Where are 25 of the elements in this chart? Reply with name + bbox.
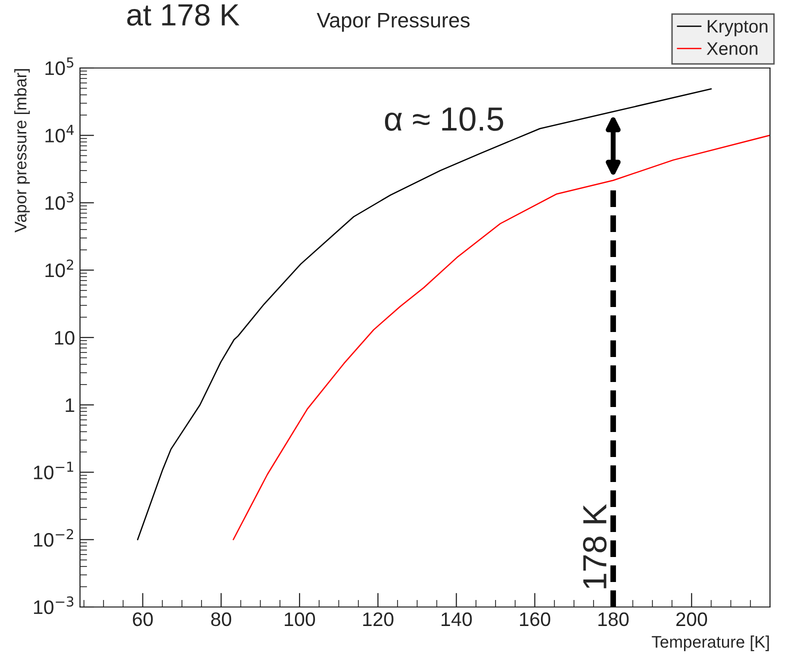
y-tick-label: 10$^{−2}$ xyxy=(34,528,74,547)
y-tick-label: 10$^{3}$ xyxy=(46,192,74,210)
ref-line-label: 178 K xyxy=(582,504,607,588)
y-axis-title: Vapor pressure [mbar] xyxy=(14,69,30,232)
legend-label: Krypton xyxy=(708,20,768,36)
y-tick-label: 10$^{4}$ xyxy=(46,124,74,142)
y-tick-label: 10$^{−1}$ xyxy=(34,462,74,480)
annotation: α ≈ 10.5 xyxy=(385,107,504,131)
y-tick-label: 1 xyxy=(66,398,74,412)
x-tick-label: 140 xyxy=(442,612,472,626)
y-tick-label: 10$^{2}$ xyxy=(46,259,74,278)
x-axis-title: Temperature [K] xyxy=(652,636,769,652)
y-tick-label: 10$^{−3}$ xyxy=(34,596,74,614)
x-tick-label: 160 xyxy=(520,612,550,626)
x-tick-label: 80 xyxy=(211,612,232,626)
x-tick-label: 100 xyxy=(284,612,316,626)
chart-title: Vapor Pressures xyxy=(316,13,470,32)
x-tick-label: 120 xyxy=(363,612,394,626)
x-tick-label: 200 xyxy=(676,612,708,626)
x-tick-label: 180 xyxy=(598,612,629,626)
text: at 178 K xyxy=(127,4,240,26)
x-tick-label: 60 xyxy=(132,612,153,626)
legend-label: Xenon xyxy=(706,42,758,55)
y-tick-label: 10 xyxy=(54,330,74,345)
y-tick-label: 10$^{5}$ xyxy=(46,58,74,76)
